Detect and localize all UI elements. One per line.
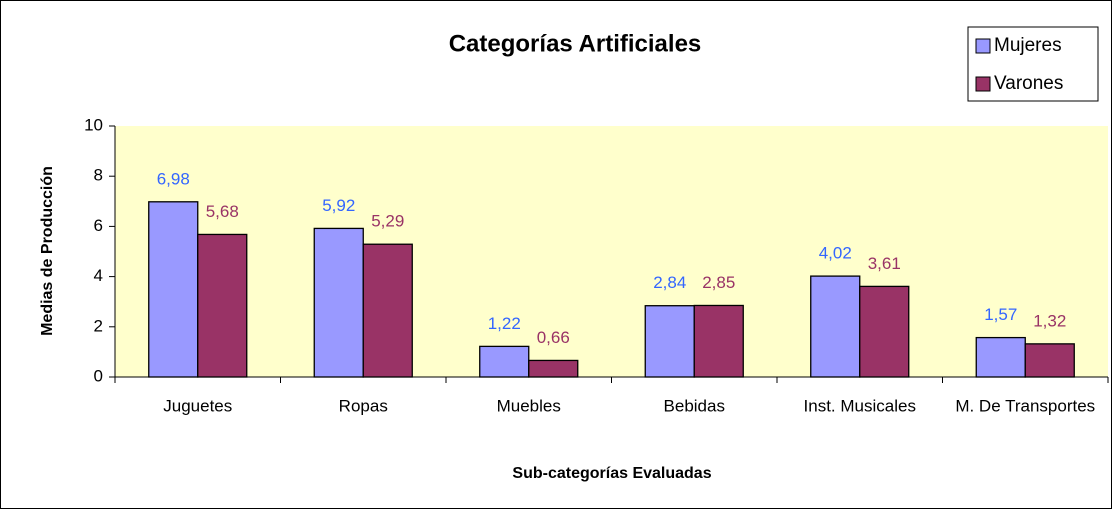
y-tick-label: 6 (94, 216, 103, 235)
x-tick-label: Juguetes (163, 396, 232, 415)
value-label: 5,29 (371, 212, 404, 231)
value-label: 1,32 (1033, 311, 1066, 330)
x-tick-label: Bebidas (664, 396, 725, 415)
plot-area (115, 126, 1108, 377)
x-tick-label: Ropas (339, 396, 388, 415)
value-label: 5,92 (322, 196, 355, 215)
value-label: 1,22 (488, 314, 521, 333)
y-axis-title: Medias de Producción (39, 166, 56, 336)
bar (197, 233, 248, 378)
legend-label: Mujeres (994, 35, 1062, 56)
bar (810, 275, 861, 378)
legend-label: Varones (994, 73, 1063, 94)
bar (859, 285, 910, 378)
value-label: 2,85 (702, 273, 735, 292)
value-label: 1,57 (984, 305, 1017, 324)
x-tick-label: Inst. Musicales (804, 396, 916, 415)
value-label: 5,68 (206, 202, 239, 221)
legend-swatch (975, 38, 991, 54)
x-tick-label: M. De Transportes (955, 396, 1095, 415)
bar (362, 243, 413, 378)
bar (313, 227, 364, 378)
x-axis-title: Sub-categorías Evaluadas (512, 465, 711, 482)
value-label: 2,84 (653, 273, 686, 292)
bar (479, 345, 530, 378)
legend-swatch (975, 76, 991, 92)
value-label: 3,61 (868, 254, 901, 273)
chart-title: Categorías Artificiales (449, 30, 702, 57)
y-tick-label: 10 (84, 115, 103, 134)
bar (1024, 343, 1075, 378)
x-tick-label: Muebles (497, 396, 561, 415)
bar (644, 305, 695, 378)
y-tick-label: 4 (94, 266, 103, 285)
bar (148, 201, 199, 378)
value-label: 6,98 (157, 169, 190, 188)
value-label: 0,66 (537, 328, 570, 347)
bar (975, 336, 1026, 378)
bar (528, 359, 579, 378)
y-tick-label: 8 (94, 166, 103, 185)
y-tick-label: 2 (94, 316, 103, 335)
bar (693, 304, 744, 378)
y-tick-label: 0 (94, 366, 103, 385)
value-label: 4,02 (819, 244, 852, 263)
